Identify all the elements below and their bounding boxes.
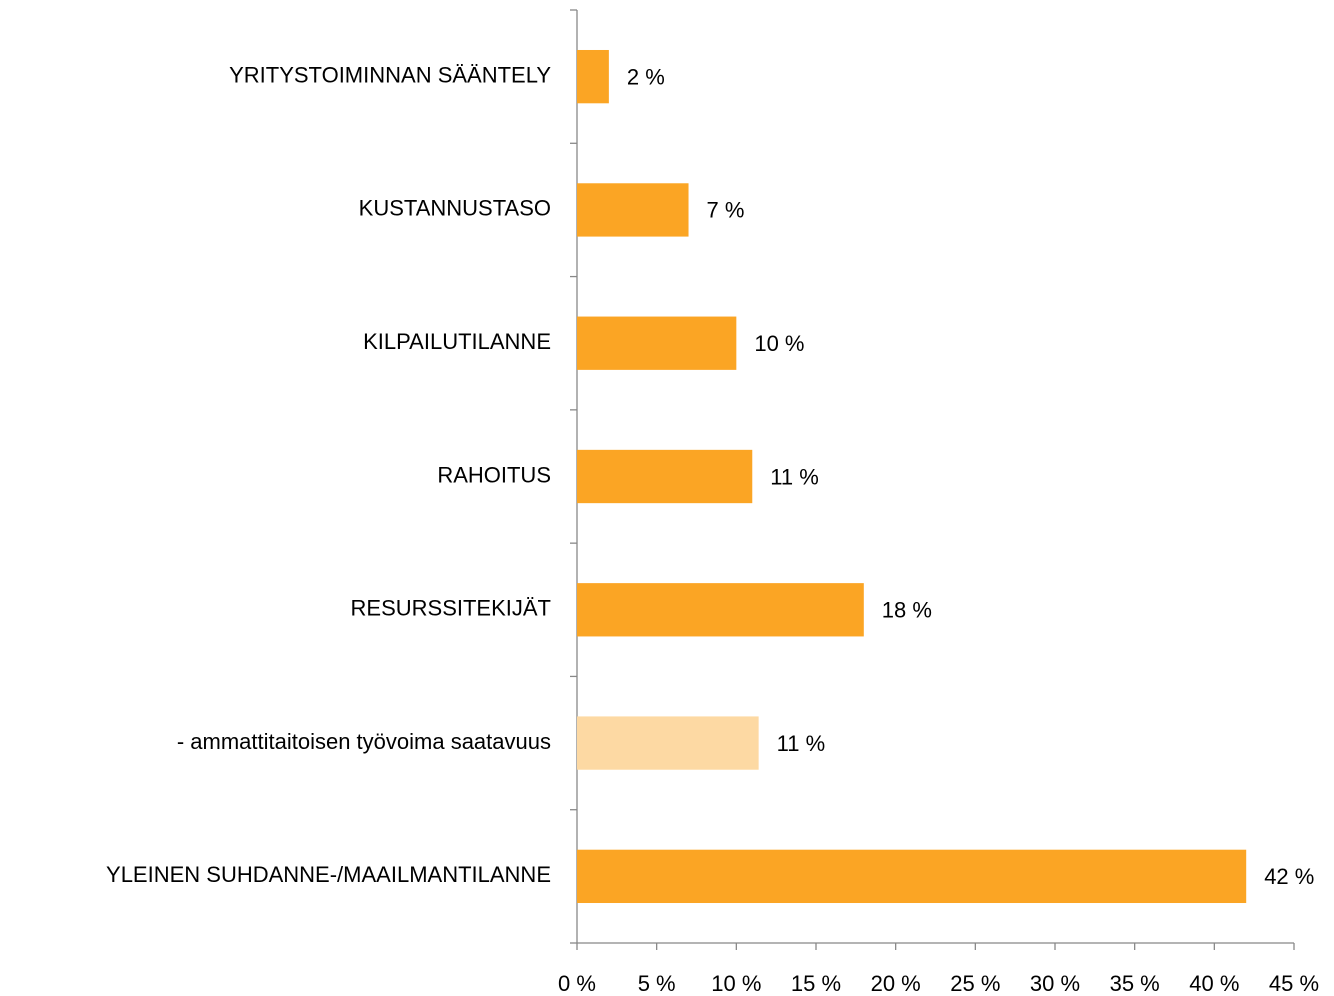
- y-tick-label: KILPAILUTILANNE: [363, 329, 551, 354]
- bar: [577, 183, 689, 237]
- x-tick-label: 25 %: [950, 971, 1000, 996]
- value-label: 11 %: [777, 731, 826, 756]
- bar: [577, 849, 1247, 904]
- value-label: 10 %: [754, 331, 804, 356]
- y-tick-label: RAHOITUS: [437, 462, 551, 487]
- bar: [577, 449, 753, 504]
- y-tick-label: RESURSSITEKIJÄT: [351, 596, 551, 621]
- value-label: 11 %: [770, 464, 819, 489]
- value-label: 7 %: [707, 198, 745, 223]
- y-tick-label: KUSTANNUSTASO: [359, 196, 551, 221]
- x-tick-label: 5 %: [638, 971, 676, 996]
- x-tick-label: 40 %: [1189, 971, 1239, 996]
- x-tick-label: 0 %: [558, 971, 596, 996]
- value-label: 18 %: [882, 598, 932, 623]
- y-tick-label: YLEINEN SUHDANNE-/MAAILMANTILANNE: [106, 862, 551, 887]
- y-tick-label: - ammattitaitoisen työvoima saatavuus: [177, 729, 551, 754]
- value-label: 42 %: [1264, 864, 1314, 889]
- x-tick-label: 30 %: [1030, 971, 1080, 996]
- bar: [577, 583, 864, 637]
- value-label: 2 %: [627, 64, 665, 89]
- x-tick-label: 15 %: [791, 971, 841, 996]
- y-tick-label: YRITYSTOIMINNAN SÄÄNTELY: [229, 62, 551, 87]
- x-tick-label: 35 %: [1110, 971, 1160, 996]
- bar: [577, 316, 737, 370]
- x-tick-label: 20 %: [871, 971, 921, 996]
- x-tick-label: 10 %: [711, 971, 761, 996]
- bar: [577, 716, 759, 770]
- bar: [577, 49, 609, 104]
- x-tick-label: 45 %: [1269, 971, 1319, 996]
